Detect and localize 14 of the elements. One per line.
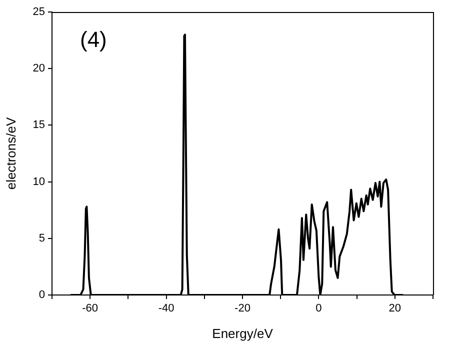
x-axis-title: Energy/eV	[212, 326, 274, 341]
y-tick-label: 25	[32, 6, 45, 18]
x-tick-label: -60	[82, 302, 98, 315]
x-tick-label: 0	[316, 302, 322, 315]
y-tick-label: 15	[32, 119, 45, 132]
y-tick-label: 0	[38, 289, 45, 302]
x-tick-label: -20	[234, 302, 250, 315]
x-tick-label: 20	[388, 302, 402, 315]
y-tick-label: 20	[32, 62, 45, 75]
y-tick-label: 5	[38, 232, 45, 244]
annotation: (4)	[80, 27, 107, 52]
x-tick-label: -40	[158, 302, 174, 315]
y-axis-title: electrons/eV	[3, 117, 18, 190]
y-tick-label: 10	[32, 176, 45, 188]
